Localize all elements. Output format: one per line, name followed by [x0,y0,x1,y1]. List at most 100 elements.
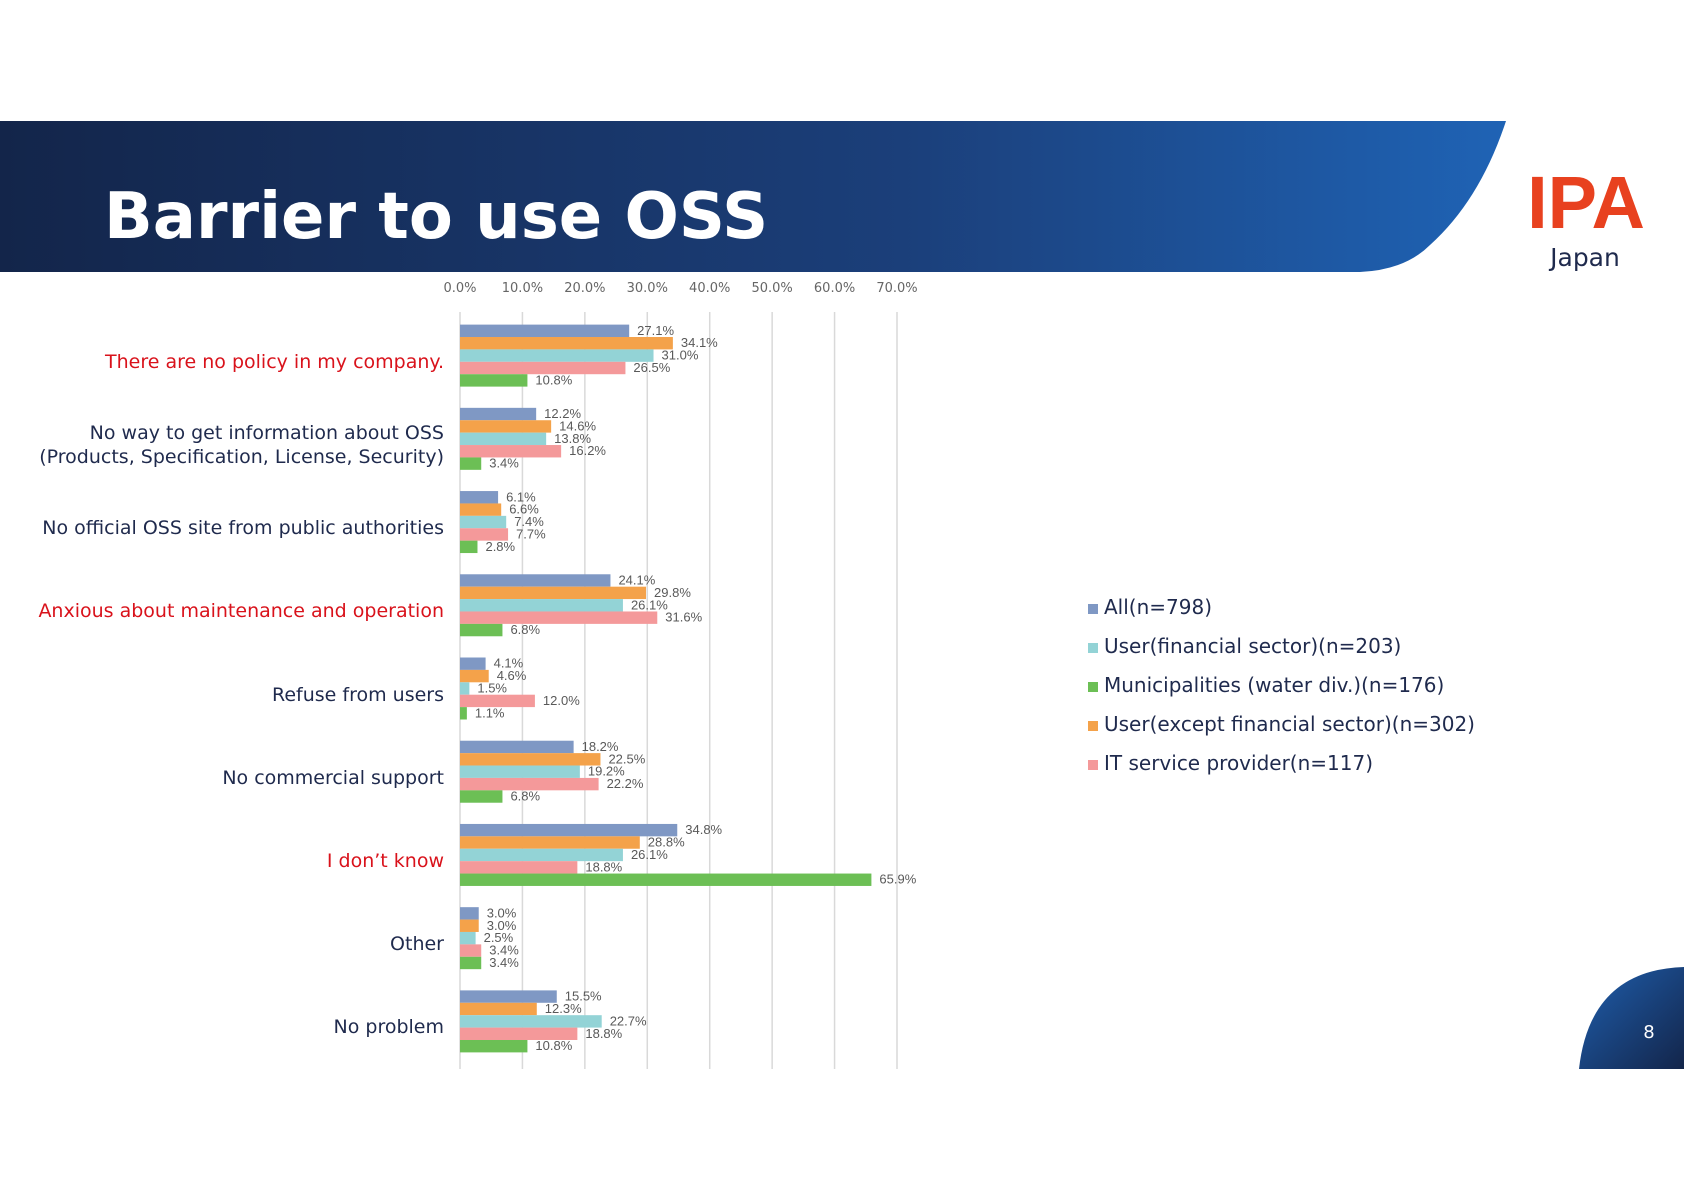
bar [460,944,482,957]
legend-label: User(except financial sector)(n=302) [1104,712,1475,736]
value-label: 26.1% [631,597,668,612]
bar [460,753,601,766]
bar [460,956,482,970]
corner-shape [1579,967,1684,1069]
bar [460,611,658,624]
logo: IPA [1527,161,1645,244]
category-label: Other [390,933,444,956]
value-label: 24.1% [618,572,655,587]
bar [460,599,623,612]
value-label: 18.8% [585,1026,622,1041]
logo-sub: Japan [1548,243,1620,272]
bar [460,931,476,945]
category-label: No commercial support [222,766,444,789]
value-label: 15.5% [565,989,602,1004]
bar [460,682,470,695]
value-label: 6.1% [506,489,536,504]
x-tick-label: 10.0% [502,281,543,296]
bar [460,707,467,720]
x-tick-label: 70.0% [876,281,917,296]
bar [460,919,479,932]
value-label: 3.4% [489,456,519,471]
bar [460,349,654,362]
bar [460,990,557,1003]
bar [460,586,647,600]
bar [460,848,623,862]
value-label: 13.8% [554,431,591,446]
bar [460,445,562,458]
bar [460,623,503,637]
bar [460,765,580,778]
bar [460,1027,578,1040]
legend-label: Municipalities (water div.)(n=176) [1104,673,1445,697]
value-label: 7.4% [514,514,544,529]
bar [460,420,552,433]
value-label: 34.8% [685,822,722,837]
legend-swatch [1088,604,1098,614]
legend-item: IT service provider(n=117) [1088,751,1373,775]
value-label: 18.8% [585,859,622,874]
value-label: 28.8% [648,835,685,850]
category-label: Refuse from users [272,683,444,706]
value-label: 3.4% [489,943,519,958]
value-label: 10.8% [535,1038,572,1053]
bar [460,407,537,421]
bar [460,515,507,529]
value-label: 4.6% [497,668,527,683]
bar [460,777,599,791]
bar [460,873,872,886]
x-tick-label: 50.0% [751,281,792,296]
value-label: 22.2% [607,776,644,791]
value-label: 26.1% [631,847,668,862]
x-tick-label: 0.0% [443,281,476,296]
bar [460,432,547,446]
value-label: 12.2% [544,406,581,421]
bar [460,694,535,708]
legend-item: Municipalities (water div.)(n=176) [1088,673,1444,697]
x-tick-label: 30.0% [627,281,668,296]
bar [460,823,678,837]
category-label: No problem [333,1016,445,1039]
value-label: 7.7% [516,526,546,541]
page-number: 8 [1643,1022,1654,1043]
legend-swatch [1088,721,1098,731]
value-label: 6.8% [510,789,540,804]
value-label: 31.6% [665,610,702,625]
bar [460,491,499,504]
legend-swatch [1088,682,1098,692]
bar [460,836,640,849]
legend-label: All(n=798) [1104,595,1213,619]
bar [460,574,611,587]
value-label: 12.3% [545,1001,582,1016]
value-label: 14.6% [559,418,596,433]
category-label: Anxious about maintenance and operation [38,600,444,623]
value-label: 12.0% [543,693,580,708]
slide-title: Barrier to use OSS [104,180,768,254]
legend-label: IT service provider(n=117) [1104,751,1374,775]
bar [460,907,479,920]
value-label: 3.0% [487,918,517,933]
value-label: 18.2% [582,739,619,754]
legend-swatch [1088,760,1098,770]
x-tick-label: 40.0% [689,281,730,296]
legend-swatch [1088,643,1098,653]
value-label: 26.5% [633,360,670,375]
x-tick-label: 20.0% [564,281,605,296]
bar [460,503,502,516]
bar [460,361,626,375]
value-label: 6.6% [509,502,539,517]
bar [460,540,478,554]
x-tick-label: 60.0% [814,281,855,296]
value-label: 65.9% [879,872,916,887]
value-label: 1.5% [477,681,507,696]
bar [460,337,673,350]
category-label: No official OSS site from public authori… [42,517,444,540]
category-label: No way to get information about OSS (Pro… [39,421,444,468]
category-label: There are no policy in my company. [105,350,444,373]
value-label: 3.0% [487,905,517,920]
bar [460,1015,602,1028]
header-band [0,121,1506,272]
legend-item: User(financial sector)(n=203) [1088,634,1401,658]
